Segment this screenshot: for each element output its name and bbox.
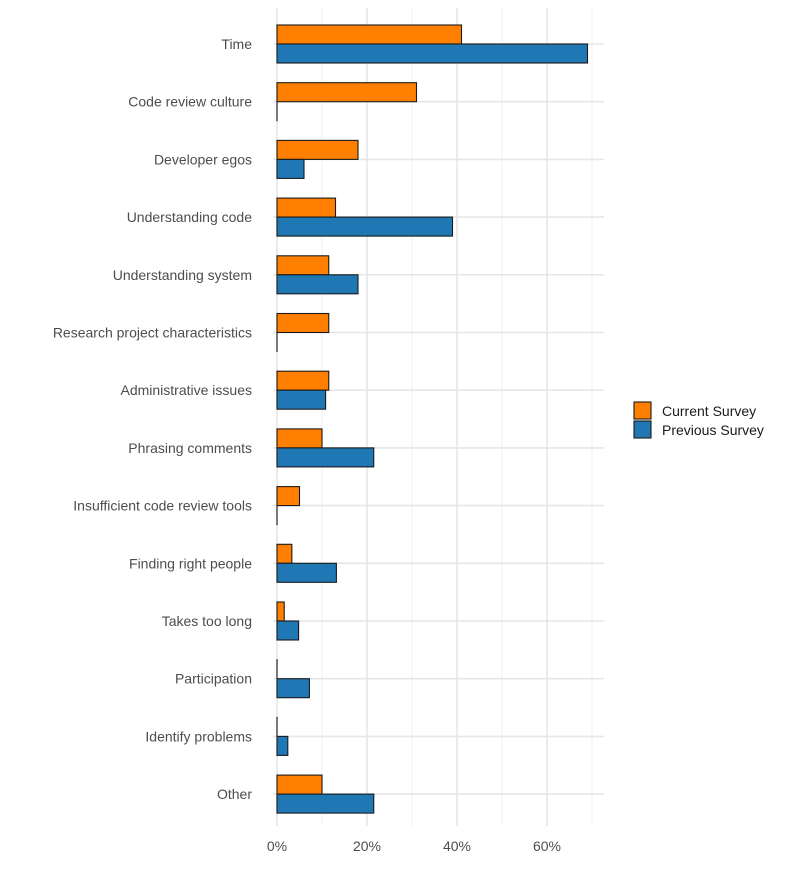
category-label: Insufficient code review tools [73, 498, 252, 514]
x-tick-label: 60% [533, 838, 561, 854]
category-label: Identify problems [145, 728, 252, 744]
bar-current-survey-code-review-culture [276, 82, 418, 103]
category-label: Developer egos [154, 151, 252, 167]
legend: Current Survey Previous Survey [633, 401, 764, 439]
x-tick-label: 40% [443, 838, 471, 854]
category-label: Finding right people [129, 555, 252, 571]
category-label: Administrative issues [121, 382, 253, 398]
bar-current-survey-takes-too-long [276, 601, 285, 622]
category-label: Other [217, 786, 252, 802]
bar-previous-survey-understanding-code [276, 216, 454, 237]
bars [276, 24, 589, 814]
bar-previous-survey-developer-egos [276, 158, 305, 179]
bar-current-survey-finding-right-people [276, 543, 293, 564]
bar-previous-survey-identify-problems [276, 735, 289, 756]
bar-previous-survey-time [276, 43, 589, 64]
category-label: Participation [175, 671, 252, 687]
grid-lines [273, 8, 604, 826]
bar-current-survey-administrative-issues [276, 370, 330, 391]
bar-current-survey-understanding-code [276, 197, 337, 218]
category-label: Time [221, 36, 252, 52]
category-label: Understanding system [113, 267, 252, 283]
bar-previous-survey-other [276, 793, 375, 814]
category-label: Code review culture [128, 94, 252, 110]
category-labels: Time Code review culture Developer egos Und… [53, 36, 253, 802]
category-label: Phrasing comments [128, 440, 252, 456]
bar-previous-survey-understanding-system [276, 274, 359, 295]
x-tick-label: 0% [267, 838, 287, 854]
category-label: Takes too long [162, 613, 252, 629]
legend-swatch-current-survey [633, 401, 652, 420]
legend-swatch-previous-survey [633, 420, 652, 439]
legend-label: Current Survey [662, 403, 756, 419]
bar-previous-survey-phrasing-comments [276, 447, 375, 468]
bar-previous-survey-participation [276, 678, 310, 699]
x-tick-label: 20% [353, 838, 381, 854]
bar-current-survey-developer-egos [276, 139, 359, 160]
bar-current-survey-research-project-characteristics [276, 312, 330, 334]
bar-current-survey-other [276, 774, 323, 795]
category-label: Understanding code [127, 209, 253, 225]
bar-current-survey-insufficient-code-review-tools [276, 486, 301, 507]
bar-current-survey-phrasing-comments [276, 428, 323, 449]
bar-previous-survey-administrative-issues [276, 389, 327, 410]
bar-current-survey-understanding-system [276, 255, 330, 276]
x-axis-ticks: 0% 20% 40% 60% [267, 838, 561, 854]
legend-label: Previous Survey [662, 422, 764, 438]
bar-previous-survey-finding-right-people [276, 562, 337, 583]
bar-current-survey-time [276, 24, 463, 45]
bar-previous-survey-takes-too-long [276, 620, 300, 641]
category-label: Research project characteristics [53, 325, 252, 341]
